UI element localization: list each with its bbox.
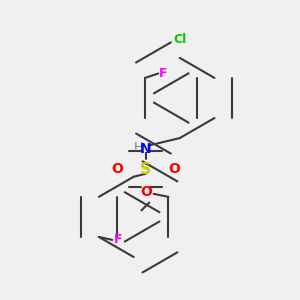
Text: O: O <box>168 162 180 176</box>
Text: F: F <box>114 233 122 246</box>
Text: O: O <box>140 185 152 200</box>
Text: O: O <box>111 162 123 176</box>
Text: F: F <box>159 67 168 80</box>
Text: H: H <box>134 140 143 154</box>
Text: Cl: Cl <box>173 33 186 46</box>
Text: N: N <box>140 142 152 155</box>
Text: S: S <box>140 162 151 177</box>
